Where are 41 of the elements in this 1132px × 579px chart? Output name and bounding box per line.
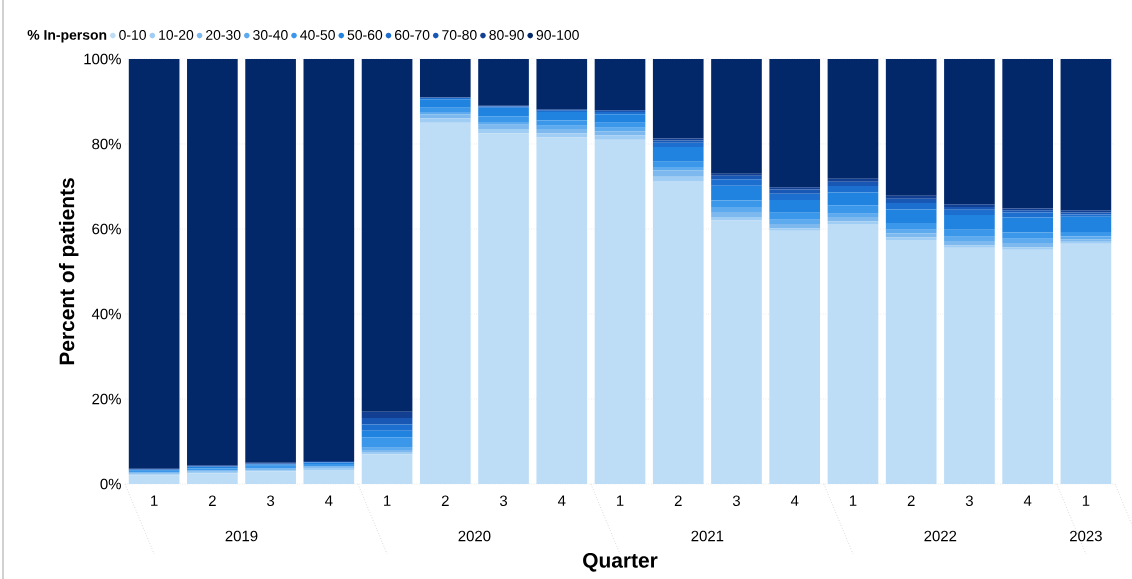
x-tick-label: 1 <box>384 495 391 506</box>
text: 2023 <box>1070 530 1102 542</box>
x-tick-label: 3 <box>732 495 740 507</box>
x-tick-label: 2 <box>674 495 682 506</box>
text: 2019 <box>225 530 258 542</box>
legend-label: 40-50 <box>300 29 335 40</box>
legend-label: 50-60 <box>347 29 383 40</box>
legend-label: 80-90 <box>489 29 524 40</box>
legend-label: 60-70 <box>394 29 430 40</box>
x-tick-label: 1 <box>1082 495 1090 506</box>
x-tick-label: 2 <box>441 495 449 506</box>
x-tick-label: 4 <box>325 495 333 506</box>
y-tick-label: 40% <box>91 308 121 320</box>
y-tick-label: 100% <box>84 53 121 65</box>
y-axis-title: Percent of patients <box>58 178 79 365</box>
x-tick-label: 4 <box>1023 495 1032 506</box>
legend-label: 30-40 <box>253 29 288 40</box>
x-tick-label: 4 <box>790 495 799 506</box>
legend-title: % In-person <box>27 30 107 43</box>
text: 2022 <box>924 530 957 542</box>
x-tick-label: 3 <box>499 495 508 507</box>
x-axis-title: Quarter <box>583 552 658 572</box>
x-tick-label: 1 <box>849 495 857 506</box>
legend-label: 70-80 <box>442 29 477 40</box>
text: 2021 <box>691 530 724 542</box>
y-tick-label: 0% <box>100 478 121 490</box>
x-tick-label: 4 <box>557 495 566 506</box>
y-tick-label: 20% <box>92 393 121 405</box>
x-tick-label: 2 <box>907 495 915 506</box>
legend-label: 0-10 <box>119 29 146 40</box>
legend-label: 20-30 <box>206 29 241 40</box>
x-tick-label: 3 <box>965 495 973 507</box>
y-tick-label: 60% <box>92 223 121 235</box>
x-tick-label: 2 <box>208 495 216 506</box>
y-tick-label: 80% <box>92 138 121 150</box>
legend-label: 10-20 <box>159 29 194 40</box>
text: 2020 <box>458 530 491 542</box>
legend-label: 90-100 <box>536 29 579 40</box>
x-tick-label: 1 <box>617 495 624 506</box>
x-tick-label: 1 <box>151 495 158 506</box>
x-tick-label: 3 <box>267 495 275 507</box>
